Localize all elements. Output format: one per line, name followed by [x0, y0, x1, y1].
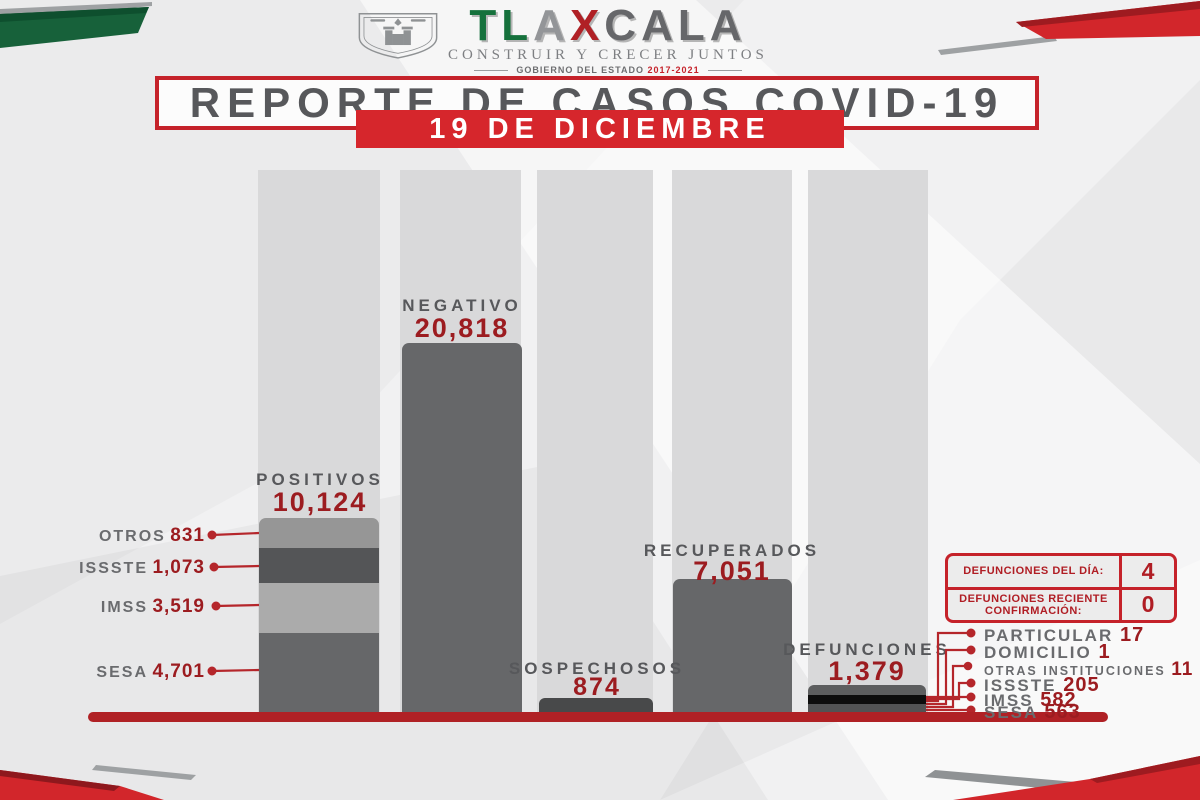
stat-label-defunciones-dia: DEFUNCIONES DEL DÍA:	[963, 565, 1104, 578]
breakdown-label-imss: IMSS 3,519	[100, 596, 205, 617]
stat-value-defunciones-reciente: 0	[1119, 589, 1174, 620]
government-subtitle: GOBIERNO DEL ESTADO 2017-2021	[474, 65, 742, 75]
bar-segment-issste	[259, 548, 379, 583]
brand-letter-x: X	[569, 1, 605, 50]
brand-letters-tl: TL	[469, 1, 534, 50]
bar-segment-imss	[259, 583, 379, 633]
brand-wordmark: TLAXCALA	[469, 4, 746, 48]
value-label-positivos: 10,124	[272, 487, 368, 517]
table-row: DEFUNCIONES RECIENTE CONFIRMACIÓN: 0	[948, 586, 1174, 620]
coat-of-arms-icon	[358, 13, 438, 59]
value-label-negativo: 20,818	[414, 313, 510, 343]
chart-baseline	[88, 712, 1108, 722]
defunciones-stats-table: DEFUNCIONES DEL DÍA: 4 DEFUNCIONES RECIE…	[945, 553, 1177, 623]
rule-right	[707, 69, 742, 71]
report-date-banner: 19 DE DICIEMBRE	[356, 110, 844, 148]
stat-label-defunciones-reciente: DEFUNCIONES RECIENTE CONFIRMACIÓN:	[959, 592, 1108, 617]
bar-segment-otros	[259, 518, 379, 548]
chart-column-track-defunciones	[808, 170, 928, 715]
brand-letters-cala: CALA	[604, 1, 747, 50]
breakdown-label-sesa-def: SESA 563	[984, 701, 1081, 723]
stat-value-defunciones-dia: 4	[1119, 556, 1174, 587]
breakdown-label-otros: OTROS 831	[98, 525, 205, 546]
value-label-defunciones: 1,379	[828, 656, 906, 686]
brand-tagline: CONSTRUIR Y CRECER JUNTOS	[448, 47, 768, 63]
bar-negativo	[402, 343, 522, 713]
bar-defunciones-stacked	[808, 685, 926, 714]
subtitle-text: GOBIERNO DEL ESTADO	[516, 65, 645, 75]
breakdown-label-issste: ISSSTE 1,073	[79, 557, 205, 578]
bar-positivos-stacked	[259, 518, 379, 713]
value-label-sospechosos: 874	[573, 673, 621, 701]
report-date: 19 DE DICIEMBRE	[429, 112, 771, 145]
value-label-recuperados: 7,051	[693, 556, 771, 586]
rule-left	[474, 69, 509, 71]
chart-column-track-sospechosos	[537, 170, 653, 715]
bar-segment-defunciones-black	[808, 695, 926, 704]
government-logo: TLAXCALA CONSTRUIR Y CRECER JUNTOS GOBIE…	[352, 4, 768, 75]
breakdown-label-sesa: SESA 4,701	[96, 661, 205, 682]
category-label-positivos: POSITIVOS	[256, 470, 384, 489]
brand-letter-a: A	[533, 1, 570, 50]
table-row: DEFUNCIONES DEL DÍA: 4	[948, 556, 1174, 587]
bar-segment-sesa	[259, 633, 379, 713]
term-years: 2017-2021	[647, 65, 700, 75]
